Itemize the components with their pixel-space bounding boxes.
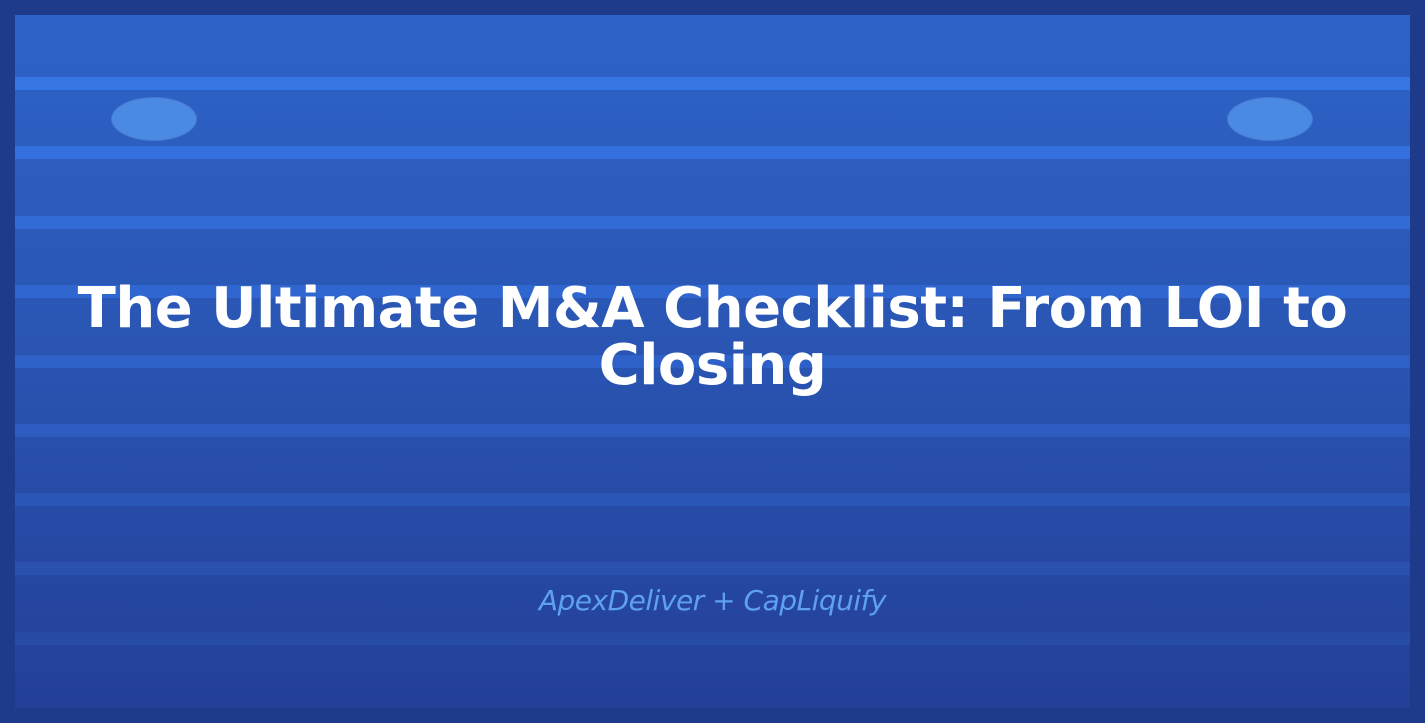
decorative-stripe: [15, 355, 1410, 368]
decorative-oval-right: [1228, 98, 1312, 140]
decorative-oval-left: [112, 98, 196, 140]
slide-subtitle: ApexDeliver + CapLiquify: [538, 584, 887, 617]
decorative-stripe: [15, 493, 1410, 506]
decorative-stripe: [15, 562, 1410, 575]
decorative-stripe: [15, 632, 1410, 645]
title-slide: The Ultimate M&A Checklist: From LOI to …: [15, 15, 1410, 708]
decorative-stripe: [15, 216, 1410, 229]
decorative-stripe: [15, 424, 1410, 437]
decorative-stripe: [15, 77, 1410, 90]
slide-title: The Ultimate M&A Checklist: From LOI to …: [77, 276, 1348, 398]
decorative-stripe: [15, 146, 1410, 159]
decorative-stripe: [15, 285, 1410, 298]
